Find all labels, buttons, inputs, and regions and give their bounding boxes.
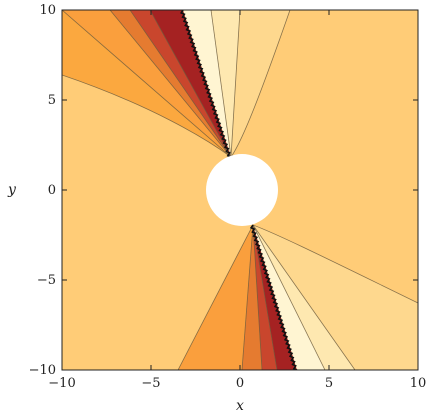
y-axis-label: y (7, 182, 17, 198)
contour-line (241, 224, 254, 370)
contour-line (62, 74, 232, 158)
y-tick-label: 0 (48, 183, 56, 198)
discontinuity-edge (249, 224, 298, 370)
discontinuity-edge (180, 10, 232, 158)
contour-region-right-lower-3 (242, 225, 262, 370)
y-tick-label: −5 (37, 273, 56, 288)
x-tick-label: 10 (410, 376, 426, 391)
contour-line (62, 10, 232, 158)
contour-line (230, 10, 241, 158)
contour-region-right-upper-3 (231, 10, 290, 157)
y-tick-label: −10 (29, 363, 56, 378)
x-tick-label: −5 (141, 376, 160, 391)
contour-region-right-upper-2 (211, 10, 240, 157)
excluded-disk (206, 154, 278, 226)
contour-line (252, 224, 326, 370)
x-axis-label: x (236, 398, 244, 414)
contour-region-right-upper-1 (183, 10, 231, 157)
x-tick-label: −10 (48, 376, 75, 391)
contour-line (210, 10, 232, 158)
x-tick-label: 0 (236, 376, 244, 391)
x-tick-label: 5 (325, 376, 333, 391)
contour-line (109, 10, 232, 158)
contour-line (149, 10, 232, 158)
contour-region-right-lower-7 (253, 225, 418, 370)
y-tick-label: 5 (48, 93, 56, 108)
y-tick-label: 10 (39, 3, 56, 18)
contour-line (177, 224, 254, 370)
contour-line (230, 10, 291, 158)
axis-ticks: −10 −5 0 5 10 −10 −5 0 5 10 (29, 3, 426, 391)
contour-line (252, 224, 263, 370)
contour-line (252, 224, 356, 370)
contour-line (129, 10, 232, 158)
contour-line (252, 224, 418, 304)
discontinuity-edges (180, 10, 298, 370)
